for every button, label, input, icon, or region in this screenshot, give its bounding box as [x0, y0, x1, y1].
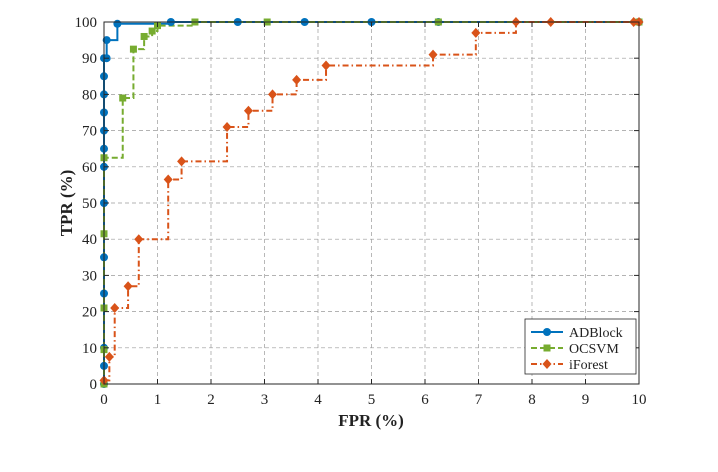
x-tick-label: 7 — [475, 392, 483, 408]
y-tick-label: 10 — [82, 341, 97, 357]
y-tick-label: 30 — [82, 268, 97, 284]
data-point-iforest — [123, 281, 133, 292]
data-point-iforest — [134, 234, 144, 245]
y-axis-title: TPR (%) — [57, 170, 76, 237]
data-point-adblock — [113, 19, 122, 28]
y-tick-label: 70 — [82, 124, 97, 140]
y-tick-label: 80 — [82, 87, 97, 103]
x-tick-label: 3 — [261, 392, 269, 408]
data-point-adblock — [102, 36, 111, 45]
legend-label-iforest: iForest — [569, 358, 608, 373]
data-point-iforest — [268, 89, 278, 100]
data-point-iforest — [428, 49, 438, 60]
data-point-iforest — [110, 302, 120, 313]
data-point-iforest — [222, 121, 232, 132]
data-point-ocsvm — [148, 27, 156, 35]
x-tick-label: 8 — [528, 392, 536, 408]
y-tick-label: 90 — [82, 51, 97, 67]
y-tick-label: 40 — [82, 232, 97, 248]
x-tick-label: 5 — [368, 392, 376, 408]
data-point-iforest — [243, 105, 253, 116]
y-tick-label: 50 — [82, 196, 97, 212]
x-tick-label: 9 — [582, 392, 590, 408]
x-axis-title: FPR (%) — [338, 411, 404, 430]
data-point-ocsvm — [119, 94, 127, 102]
data-point-iforest — [104, 351, 114, 362]
data-point-iforest — [321, 60, 331, 71]
x-tick-label: 4 — [314, 392, 322, 408]
legend-label-adblock: ADBlock — [569, 326, 623, 341]
legend: ADBlock OCSVM iForest — [524, 318, 637, 375]
data-point-iforest — [163, 174, 173, 185]
data-point-iforest — [177, 156, 187, 167]
y-tick-label: 100 — [75, 15, 98, 31]
x-tick-label: 0 — [100, 392, 108, 408]
x-tick-label: 10 — [632, 392, 647, 408]
legend-marker-ocsvm — [543, 344, 551, 352]
x-tick-label: 1 — [154, 392, 162, 408]
y-tick-label: 20 — [82, 305, 97, 321]
legend-marker-adblock — [543, 328, 551, 336]
y-tick-label: 0 — [90, 377, 98, 393]
x-tick-label: 6 — [421, 392, 429, 408]
legend-marker-iforest — [542, 359, 552, 369]
data-point-ocsvm — [140, 32, 148, 40]
data-point-ocsvm — [129, 45, 137, 53]
data-point-iforest — [292, 74, 302, 85]
data-point-iforest — [471, 27, 481, 38]
legend-label-ocsvm: OCSVM — [569, 342, 619, 357]
y-tick-label: 60 — [82, 160, 97, 176]
x-tick-label: 2 — [207, 392, 215, 408]
